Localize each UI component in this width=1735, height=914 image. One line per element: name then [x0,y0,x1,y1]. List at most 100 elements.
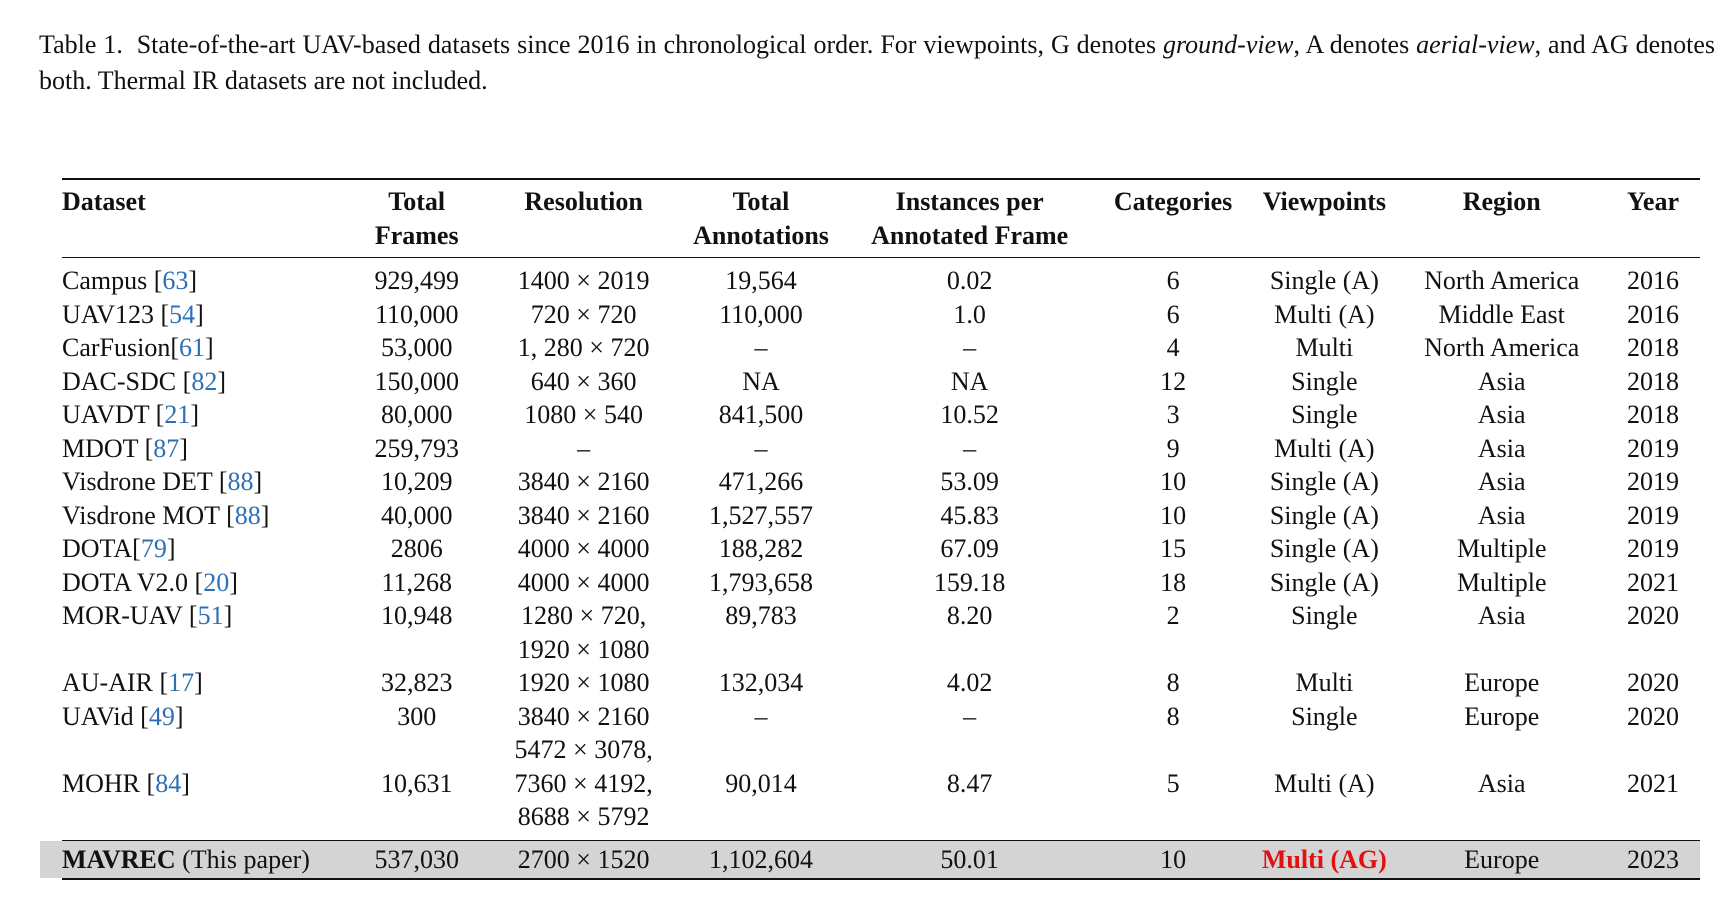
citation-link[interactable]: 79 [140,534,167,563]
cell-categories-line: 9 [1166,433,1180,463]
cell-annotations: 89,783 [678,599,845,666]
cell-year: 2018 [1606,398,1700,432]
cell-annotations: – [678,700,845,734]
dataset-name-line: Visdrone MOT [88] [62,499,338,533]
citation-bracket: ] [174,701,184,731]
cell-region-line: Asia [1477,433,1526,463]
cell-resolution-line: 1280 × 720, [521,601,647,630]
cell-frames: 259,793 [344,432,490,466]
cell-annotations-line: – [754,333,768,362]
citation-link[interactable]: 88 [234,500,261,530]
cell-year: 2019 [1606,499,1700,533]
cell-annotations-line: 90,014 [725,768,797,798]
citation-link[interactable]: 21 [164,400,191,429]
cell-year: 2021 [1606,733,1700,840]
cell-resolution-line: 1920 × 1080 [517,668,650,697]
cell-instances: 159.18 [844,566,1094,600]
cell-categories: 10 [1094,840,1252,879]
cell-frames-line: 80,000 [380,400,453,429]
cell-instances-line: 8.20 [946,601,993,630]
cell-year: 2016 [1606,258,1700,298]
table-row: Visdrone MOT [88] 40,000 3840 × 2160 1,527,… [62,499,1700,533]
cell-region-line: Asia [1477,400,1526,429]
citation-link[interactable]: 88 [227,467,254,496]
citation-link[interactable]: 82 [191,366,218,396]
citation-link[interactable]: 51 [197,601,224,630]
cell-region-line: North America [1424,266,1580,295]
dataset-name-line: MDOT [87] [62,432,338,466]
cell-region: Europe [1397,666,1606,700]
table-row-mavrec: MAVREC (This paper) 537,030 2700 × 1520 1,1… [62,840,1700,879]
citation-link[interactable]: 20 [203,567,230,597]
cell-viewpoints-line: Single (A) [1269,534,1379,563]
cell-resolution: 5472 × 3078, 7360 × 4192, 8688 × 5792 [490,733,678,840]
table-row: DAC-SDC [82] 150,000 640 × 360 NA NA 12 Single… [62,365,1700,399]
cell-viewpoints-line: Single [1291,400,1358,429]
cell-dataset: MOHR [84] [62,733,344,840]
cell-frames: 10,948 [344,599,490,666]
cell-year-line: 2016 [1627,299,1680,329]
cell-instances: 45.83 [844,499,1094,533]
cell-annotations: 110,000 [678,298,845,332]
dataset-name-line: DAC-SDC [82] [62,365,338,399]
dataset-name: DOTA [62,534,133,563]
cell-resolution: 1400 × 2019 [490,258,678,298]
dataset-name: UAVDT [62,400,156,429]
cell-categories: 8 [1095,700,1251,734]
cell-frames: 300 [344,700,490,734]
cell-annotations-line: 841,500 [718,400,804,429]
cell-year: 2023 [1606,840,1700,879]
caption-italic-aerial-view: aerial-view [1416,30,1535,59]
citation-link[interactable]: 54 [169,299,196,329]
citation-link[interactable]: 63 [162,266,189,295]
cell-viewpoints-line: Single [1291,601,1358,630]
citation-link[interactable]: 49 [148,701,175,731]
cell-year-line: 2018 [1627,333,1680,362]
cell-instances: 0.02 [844,258,1094,298]
cell-viewpoints-line: Single [1291,701,1358,731]
cell-instances-line: NA [950,366,989,396]
cell-frames: 80,000 [344,398,490,432]
citation-bracket: [ [188,601,198,630]
citation-bracket: ] [190,400,200,429]
dataset-name-line: UAVDT [21] [62,398,338,432]
header-total-annotations-line: Total [732,187,790,216]
cell-annotations: 19,564 [678,258,845,298]
cell-resolution-line: 3840 × 2160 [517,467,650,496]
cell-viewpoints: Single [1251,398,1397,432]
cell-viewpoints: Single (A) [1251,566,1397,600]
citation-bracket: [ [144,433,154,463]
cell-viewpoints-line: Single (A) [1269,266,1379,295]
citation-bracket: [ [226,500,235,530]
cell-resolution-line: 4000 × 4000 [517,567,650,597]
cell-categories-line: 15 [1160,534,1187,563]
cell-frames-line: 929,499 [374,266,459,295]
cell-dataset: UAV123 [54] [62,298,344,332]
cell-year: 2020 [1606,700,1700,734]
cell-year-line: 2020 [1627,701,1680,731]
cell-frames-line: 10,209 [380,467,453,496]
caption-text-3: , and AG denotes both. Thermal IR datase… [39,30,1716,95]
table-caption: Table 1. State-of-the-art UAV-based data… [39,27,1715,99]
cell-instances-line: 159.18 [933,567,1006,597]
cell-categories: 9 [1095,432,1251,466]
citation-link[interactable]: 61 [179,333,206,362]
cell-year: 2019 [1606,432,1700,466]
cell-year-line: 2021 [1627,768,1680,798]
cell-dataset: Campus [63] [62,258,344,298]
dataset-name: Visdrone MOT [62,500,227,530]
cell-annotations: 188,282 [678,532,845,566]
citation-link[interactable]: 17 [168,668,195,697]
header-dataset-line: Dataset [62,187,146,216]
cell-viewpoints-line: Multi [1295,333,1354,362]
cell-spacer [62,733,338,767]
citation-bracket: [ [218,467,228,496]
cell-viewpoints-line: Single (A) [1269,567,1379,597]
dataset-name-line: MOHR [84] [62,767,338,801]
dataset-name-line: UAV123 [54] [62,298,338,332]
citation-bracket: ] [217,366,226,396]
cell-dataset: AU-AIR [17] [62,666,344,700]
citation-link[interactable]: 87 [153,433,180,463]
dataset-name-line: DOTA[79] [62,532,338,566]
citation-link[interactable]: 84 [155,768,182,798]
